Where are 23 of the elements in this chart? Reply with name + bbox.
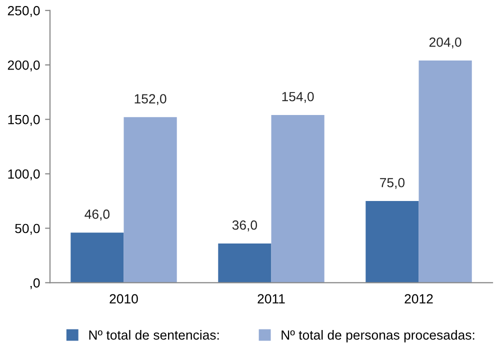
bar <box>271 115 324 283</box>
data-label: 152,0 <box>134 94 166 106</box>
bar <box>124 117 177 283</box>
y-tick-label: 200,0 <box>8 60 40 72</box>
x-tick-label: 2012 <box>404 294 433 304</box>
x-tick-label: 2011 <box>258 294 285 304</box>
y-tick-label: 150,0 <box>8 114 40 126</box>
data-label: 154,0 <box>282 92 314 103</box>
bar <box>366 201 419 283</box>
legend-label: Nº total de personas procesadas: <box>282 330 474 342</box>
y-tick-label: 50,0 <box>15 224 40 235</box>
bar <box>70 232 124 283</box>
legend-label: Nº total de sentencias: <box>89 330 219 340</box>
data-label: 36,0 <box>232 220 258 232</box>
bar <box>418 60 472 283</box>
y-tick-label: ,0 <box>30 278 40 290</box>
data-label: 204,0 <box>429 37 462 48</box>
x-tick-label: 2010 <box>110 294 138 304</box>
bar <box>218 243 272 283</box>
y-tick-label: 250,0 <box>8 6 40 17</box>
y-tick-label: 100,0 <box>8 169 40 180</box>
data-label: 75,0 <box>380 178 405 189</box>
data-label: 46,0 <box>84 210 110 220</box>
